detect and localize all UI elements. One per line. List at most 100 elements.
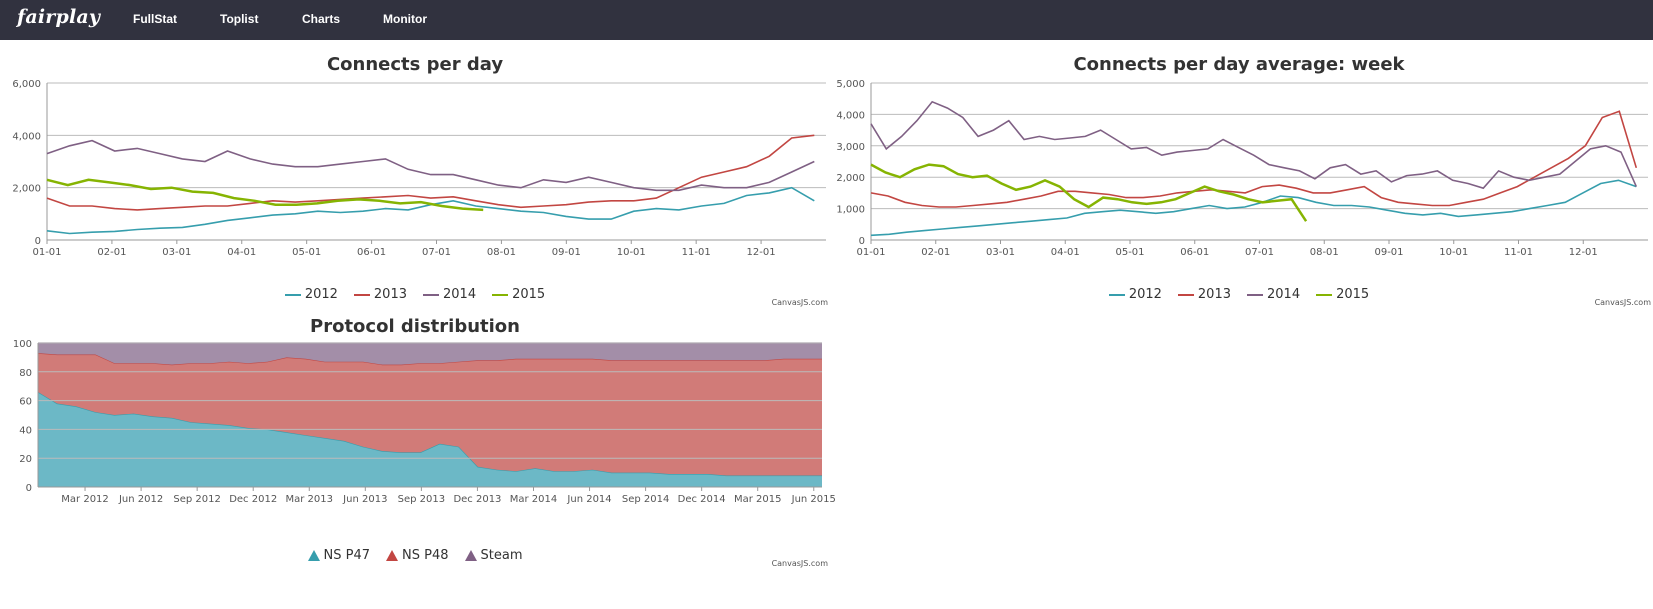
y-tick-label: 5,000 — [836, 79, 865, 90]
y-tick-label: 0 — [859, 236, 865, 247]
legend-label: 2014 — [443, 287, 477, 302]
legend-swatch — [492, 293, 509, 296]
y-tick-label: 60 — [19, 397, 32, 408]
legend-label: 2015 — [1336, 287, 1370, 302]
legend-label: NS P47 — [323, 548, 371, 563]
x-tick-label: 12-01 — [1569, 247, 1598, 258]
chart-credit[interactable]: CanvasJS.com — [771, 559, 828, 568]
x-tick-label: 03-01 — [162, 247, 191, 258]
legend-item[interactable]: NS P48 — [386, 548, 449, 563]
nav-toplist[interactable]: Toplist — [220, 12, 259, 26]
chart-legend: 2012 2013 2014 2015 — [825, 287, 1653, 302]
legend-label: 2015 — [512, 287, 546, 302]
legend-swatch — [423, 293, 439, 296]
legend-item[interactable]: 2012 — [284, 287, 338, 302]
legend-item[interactable]: 2014 — [1247, 287, 1300, 302]
chart-credit[interactable]: CanvasJS.com — [1594, 298, 1651, 307]
x-tick-label: 01-01 — [856, 247, 885, 258]
x-tick-label: 06-01 — [1180, 247, 1209, 258]
series-line-2015 — [46, 178, 484, 212]
x-tick-label: Sep 2013 — [398, 494, 445, 505]
x-tick-label: 05-01 — [1115, 247, 1144, 258]
x-tick-label: 08-01 — [1310, 247, 1339, 258]
legend-item[interactable]: NS P47 — [307, 548, 371, 563]
x-tick-label: 06-01 — [357, 247, 386, 258]
legend-swatch — [284, 293, 301, 296]
x-tick-label: 07-01 — [422, 247, 451, 258]
legend-swatch — [1177, 293, 1194, 296]
legend-swatch — [1108, 293, 1125, 296]
top-navbar: fairplay FullStat Toplist Charts Monitor — [0, 0, 1653, 40]
legend-swatch — [386, 550, 398, 561]
connects-per-day-chart: Connects per day 0 2,000 4,000 6,000 01-01 02… — [0, 50, 830, 310]
x-tick-label: 11-01 — [1504, 247, 1533, 258]
legend-swatch — [464, 550, 477, 561]
y-tick-label: 4,000 — [12, 131, 41, 142]
chart-title: Protocol distribution — [310, 316, 520, 337]
legend-item[interactable]: 2014 — [423, 287, 476, 302]
chart-plot[interactable]: 0 20 40 60 80 100 Mar 2012 Jun 2012 Sep 2012 Dec … — [0, 310, 836, 540]
series-line-2013 — [46, 134, 815, 211]
x-tick-label: 08-01 — [487, 247, 516, 258]
brand-logo[interactable]: fairplay — [17, 6, 101, 28]
x-tick-label: 10-01 — [617, 247, 646, 258]
x-tick-label: 04-01 — [1051, 247, 1080, 258]
y-tick-label: 2,000 — [836, 173, 865, 184]
y-tick-label: 100 — [13, 339, 32, 350]
x-tick-label: 03-01 — [986, 247, 1015, 258]
x-tick-label: 10-01 — [1439, 247, 1468, 258]
y-tick-label: 6,000 — [12, 79, 41, 90]
nav-fullstat[interactable]: FullStat — [133, 12, 177, 26]
chart-plot[interactable]: 0 2,000 4,000 6,000 01-01 02-01 03-01 04-01 05-0… — [0, 50, 830, 270]
x-tick-label: Mar 2015 — [734, 494, 782, 505]
legend-label: 2012 — [1128, 287, 1162, 302]
series-line-2015 — [870, 163, 1308, 222]
x-tick-label: Mar 2012 — [61, 494, 109, 505]
series-line-2014 — [870, 100, 1638, 190]
legend-item[interactable]: 2013 — [353, 287, 407, 302]
y-tick-label: 0 — [26, 483, 32, 494]
legend-item[interactable]: Steam — [464, 548, 522, 563]
x-tick-label: Mar 2014 — [510, 494, 558, 505]
x-tick-label: Dec 2012 — [229, 494, 277, 505]
legend-label: 2014 — [1267, 287, 1301, 302]
legend-label: 2013 — [373, 287, 407, 302]
legend-item[interactable]: 2013 — [1177, 287, 1231, 302]
y-tick-label: 20 — [19, 454, 32, 465]
area-ns-p48 — [38, 353, 822, 476]
nav-charts[interactable]: Charts — [302, 12, 341, 26]
y-tick-label: 80 — [19, 368, 32, 379]
legend-item[interactable]: 2015 — [1316, 287, 1369, 302]
x-tick-label: 05-01 — [292, 247, 321, 258]
x-tick-label: 09-01 — [552, 247, 581, 258]
x-tick-label: Dec 2013 — [453, 494, 501, 505]
series-line-2013 — [870, 110, 1638, 208]
x-tick-label: 02-01 — [921, 247, 950, 258]
legend-item[interactable]: 2012 — [1108, 287, 1162, 302]
chart-credit[interactable]: CanvasJS.com — [771, 298, 828, 307]
x-tick-label: Jun 2012 — [118, 494, 163, 505]
chart-legend: 2012 2013 2014 2015 — [0, 287, 830, 302]
legend-swatch — [307, 550, 320, 561]
area-steam — [38, 343, 822, 365]
x-tick-label: 11-01 — [682, 247, 711, 258]
y-tick-label: 4,000 — [836, 110, 865, 121]
connects-weekly-average-chart: Connects per day average: week 0 1,000 2,0… — [825, 50, 1653, 310]
y-tick-label: 0 — [35, 236, 41, 247]
nav-monitor[interactable]: Monitor — [383, 12, 427, 26]
y-tick-label: 2,000 — [12, 184, 41, 195]
x-tick-label: 07-01 — [1245, 247, 1274, 258]
chart-plot[interactable]: 0 1,000 2,000 3,000 4,000 5,000 01-01 02-01 03-0… — [825, 50, 1653, 270]
legend-label: 2012 — [304, 287, 338, 302]
series-line-2014 — [46, 139, 815, 192]
series-line-2012 — [870, 179, 1637, 237]
chart-title: Connects per day average: week — [1073, 54, 1405, 75]
area-ns-p47 — [38, 392, 822, 487]
y-tick-label: 40 — [19, 425, 32, 436]
chart-legend: NS P47 NS P48 Steam — [0, 548, 830, 563]
x-tick-label: Jun 2014 — [566, 494, 611, 505]
chart-title: Connects per day — [326, 54, 504, 75]
x-tick-label: Mar 2013 — [286, 494, 334, 505]
legend-item[interactable]: 2015 — [492, 287, 545, 302]
x-tick-label: Sep 2012 — [173, 494, 220, 505]
